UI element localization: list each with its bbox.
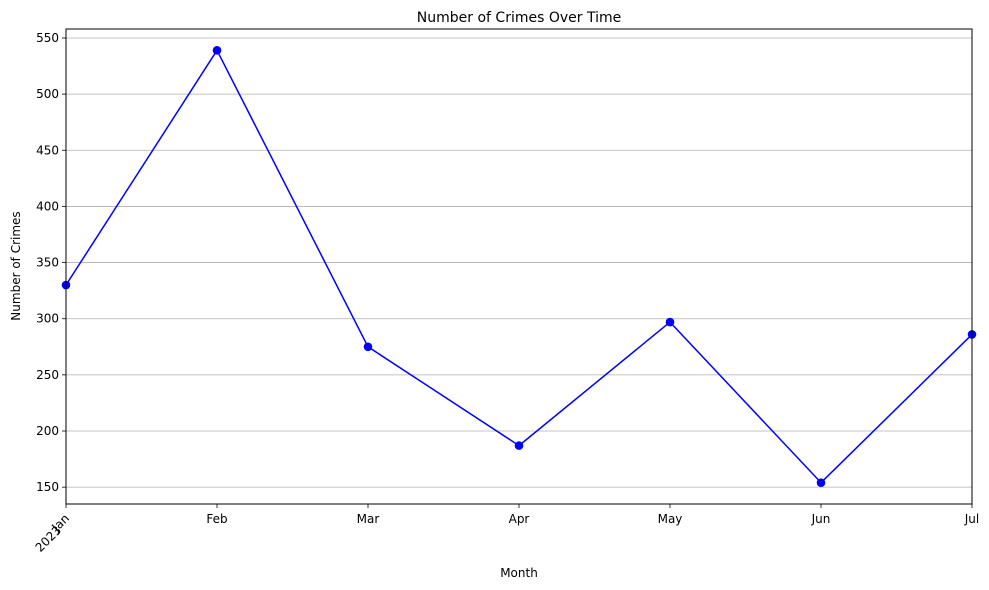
x-tick-label: May	[658, 512, 683, 526]
y-tick-label: 450	[36, 143, 59, 157]
y-tick-label: 350	[36, 256, 59, 270]
chart-title: Number of Crimes Over Time	[417, 10, 621, 26]
x-tick-label: Jul	[964, 512, 979, 526]
data-point	[212, 46, 222, 55]
data-point	[514, 441, 524, 450]
x-tick-label: Feb	[206, 512, 227, 526]
gridlines	[66, 37, 972, 488]
plot-area	[66, 29, 972, 504]
y-tick-label: 300	[36, 312, 59, 326]
y-tick-label: 550	[36, 31, 59, 45]
x-tick-label: Apr	[509, 512, 530, 526]
y-axis: 150 200 250 300 350 400 450 500 550	[36, 31, 66, 494]
x-axis-label: Month	[500, 566, 538, 580]
y-tick-label: 250	[36, 368, 59, 382]
x-tick-label: Mar	[357, 512, 380, 526]
data-point	[816, 478, 826, 487]
y-tick-label: 200	[36, 424, 59, 438]
series-layer	[61, 46, 977, 487]
y-tick-label: 150	[36, 480, 59, 494]
y-tick-label: 400	[36, 199, 59, 213]
x-tick-label: Jun	[811, 512, 831, 526]
data-point	[665, 317, 675, 327]
y-tick-label: 500	[36, 87, 59, 101]
y-axis-label: Number of Crimes	[9, 211, 23, 320]
data-point	[363, 342, 373, 352]
